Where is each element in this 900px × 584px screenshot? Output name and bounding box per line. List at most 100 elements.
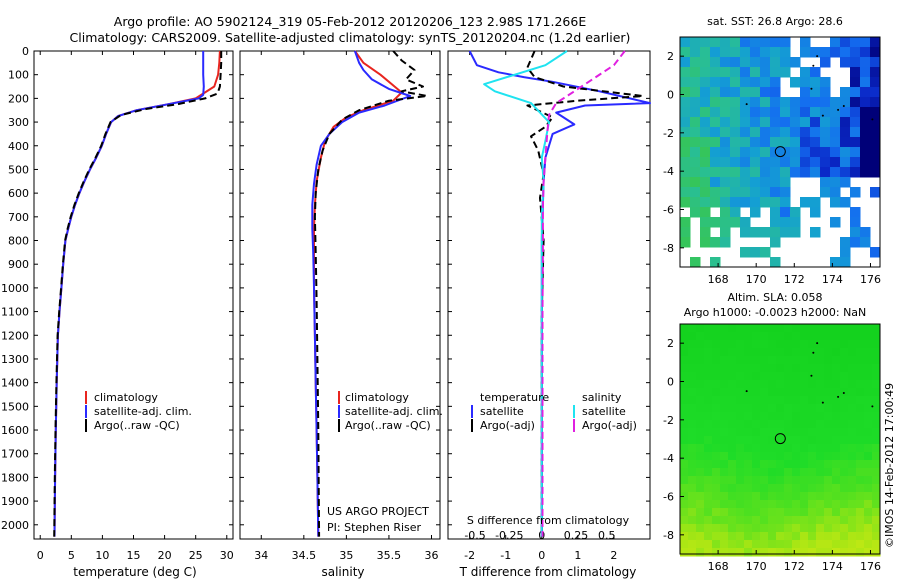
map-cell [712,380,721,389]
map-cell [700,57,711,68]
map-cell [790,97,801,108]
legend-label: climatology [94,391,158,404]
map-cell [800,356,809,365]
map-cell [710,187,721,198]
map-cell [790,147,801,158]
map-cell [816,332,825,341]
map-cell [712,524,721,533]
map-cell [720,380,729,389]
map-cell [832,420,841,429]
map-cell [832,436,841,445]
map-cell [792,516,801,525]
map-cell [872,356,881,365]
map-cell [752,532,761,541]
map-cell [696,348,705,357]
map-cell [848,324,857,333]
map-cell [728,404,737,413]
map-cell [784,476,793,485]
legend-label: satellite-adj. clim. [94,405,192,418]
map-cell [710,217,721,228]
map-cell [830,107,841,118]
map-cell [704,476,713,485]
map-cell [752,500,761,509]
map-cell [720,340,729,349]
map-cell [736,388,745,397]
map-cell [808,348,817,357]
map-cell [830,177,841,188]
map-cell [816,508,825,517]
map-cell [792,508,801,517]
map-cell [808,548,817,557]
map-cell [768,508,777,517]
map-cell [848,484,857,493]
map-cell [832,324,841,333]
x-tick-label: 25 [189,549,203,562]
map-cell [792,364,801,373]
map-cell [696,404,705,413]
map-cell [690,257,701,268]
legend-label: Argo(-adj) [480,419,535,432]
map-cell [760,127,771,138]
map-cell [740,187,751,198]
map-cell [800,500,809,509]
map-cell [688,476,697,485]
map-cell [776,332,785,341]
map-cell [728,476,737,485]
map-cell [720,548,729,557]
map-cell [824,444,833,453]
temperature-xlabel: temperature (deg C) [73,565,196,579]
map-cell [760,452,769,461]
map-cell [690,67,701,78]
map-cell [824,340,833,349]
series-line-satellite-adj-clim- [53,51,205,537]
map-cell [800,167,811,178]
map-cell [792,524,801,533]
map-cell [816,380,825,389]
map-cell [704,508,713,517]
map-cell [688,468,697,477]
map-cell [700,87,711,98]
map-cell [832,476,841,485]
map-cell [830,187,841,198]
map-cell [752,372,761,381]
map-cell [840,444,849,453]
map-cell [680,396,689,405]
map-cell [784,468,793,477]
depth-axis: 0 100 200 300 400 500 600 700 800 900 1000 1100 1200… [1,45,29,532]
map-cell [740,247,751,258]
map-cell [816,388,825,397]
map-cell [856,540,865,549]
map-cell [770,127,781,138]
map-cell [800,332,809,341]
top-tick-label: 0.5 [598,529,616,542]
map-cell [800,548,809,557]
map-cell [800,460,809,469]
map-cell [790,57,801,68]
map-cell [770,87,781,98]
map-y-tick-label: -2 [663,414,674,427]
map-cell [688,420,697,429]
map-cell [816,492,825,501]
map-cell [792,420,801,429]
map-cell [736,396,745,405]
island-dot [871,118,874,121]
map-cell [872,396,881,405]
map-cell [696,436,705,445]
map-cell [850,167,861,178]
map-cell [752,380,761,389]
sla-map: 168 170 172 174 176 2 0 -2 -4 -6 -8 [663,323,881,573]
map-cell [752,404,761,413]
map-cell [768,396,777,405]
map-cell [820,187,831,198]
map-cell [704,412,713,421]
map-cell [720,452,729,461]
map-cell [760,324,769,333]
map-cell [816,372,825,381]
map-cell [728,548,737,557]
map-cell [780,37,791,48]
map-cell [704,436,713,445]
map-cell [712,396,721,405]
map-cell [768,476,777,485]
map-y-tick-label: -4 [663,165,674,178]
map-cell [736,412,745,421]
